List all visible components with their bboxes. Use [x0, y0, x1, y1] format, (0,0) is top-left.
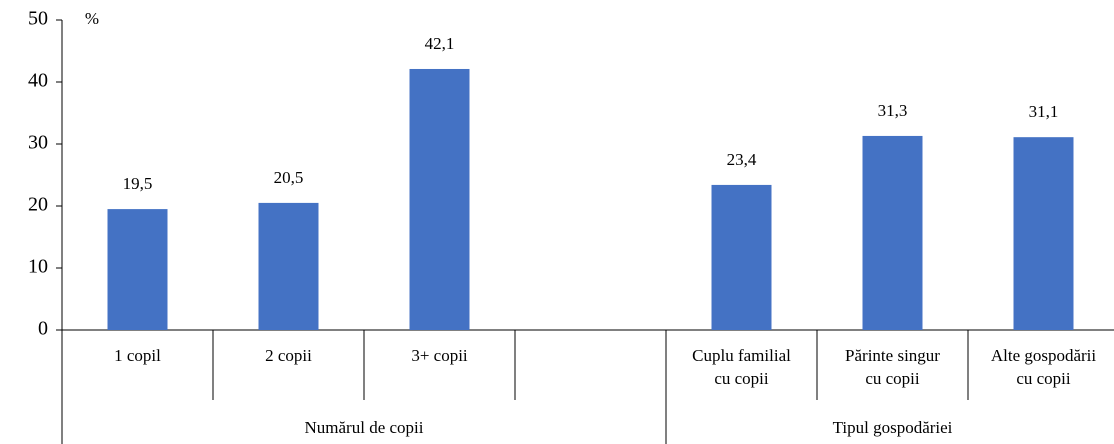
x-tick-label-line: 3+ copii: [411, 346, 468, 365]
bar: [862, 135, 923, 330]
group-label: Tipul gospodăriei: [833, 418, 953, 437]
x-tick-label-line: cu copii: [1016, 369, 1071, 388]
x-tick-label-line: cu copii: [865, 369, 920, 388]
bar: [711, 184, 772, 330]
bar: [1013, 137, 1074, 330]
bar: [107, 209, 168, 330]
value-label: 31,1: [1029, 102, 1059, 121]
value-label: 19,5: [123, 174, 153, 193]
x-tick-label: Părinte singur cu copii: [845, 346, 940, 388]
y-tick-label: 50: [28, 8, 48, 30]
y-tick-label: 40: [28, 70, 48, 92]
x-tick-label: Cuplu familial cu copii: [692, 346, 791, 388]
x-tick-label: Alte gospodării cu copii: [991, 346, 1097, 388]
x-tick-label: 1 copil: [114, 346, 161, 365]
y-tick-label: 10: [28, 256, 48, 278]
x-tick-label-line: 2 copii: [265, 346, 312, 365]
bar: [409, 68, 470, 330]
y-tick-label: 30: [28, 132, 48, 154]
x-tick-label: 3+ copii: [411, 346, 468, 365]
value-label: 20,5: [274, 168, 304, 187]
x-tick-label-line: Părinte singur: [845, 346, 940, 365]
y-unit: %: [85, 9, 99, 28]
bar: [258, 202, 319, 330]
x-tick-label: 2 copii: [265, 346, 312, 365]
value-label: 31,3: [878, 101, 908, 120]
value-label: 42,1: [425, 34, 455, 53]
x-tick-label-line: Cuplu familial: [692, 346, 791, 365]
y-tick-label: 20: [28, 194, 48, 216]
group-label: Numărul de copii: [305, 418, 424, 437]
y-tick-label: 0: [38, 318, 48, 340]
x-tick-label-line: 1 copil: [114, 346, 161, 365]
x-tick-label-line: Alte gospodării: [991, 346, 1097, 365]
value-label: 23,4: [727, 150, 757, 169]
x-tick-label-line: cu copii: [714, 369, 769, 388]
